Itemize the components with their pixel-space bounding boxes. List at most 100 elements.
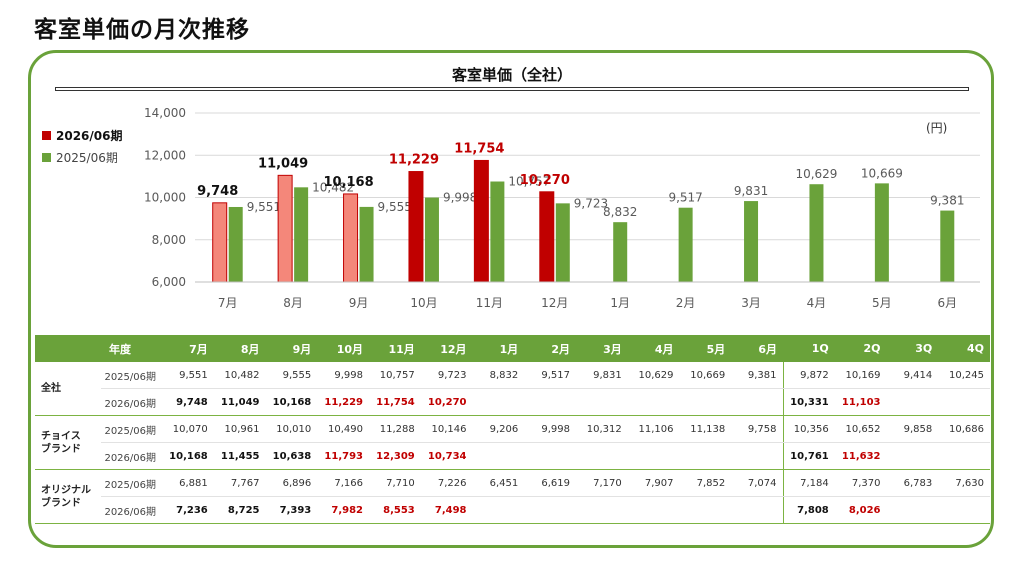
table-cell: 8,832 (472, 362, 525, 389)
table-cell: 9,858 (886, 415, 939, 443)
table-cell (679, 388, 732, 416)
table-cell: 11,632 (834, 442, 887, 470)
table-cell: 9,555 (265, 362, 318, 389)
table-cell: 10,652 (834, 415, 887, 443)
legend-swatch-icon (42, 130, 51, 140)
header-cell: 1月 (472, 335, 525, 362)
y-tick-label: 10,000 (144, 191, 186, 205)
table-cell: 7,767 (213, 469, 266, 497)
y-tick-label: 6,000 (152, 275, 186, 289)
title-underline (55, 87, 969, 91)
table-cell: 7,370 (834, 469, 887, 497)
table-cell (938, 442, 990, 470)
table-cell (886, 442, 939, 470)
table-cell: 11,103 (834, 388, 887, 416)
table-cell (576, 442, 628, 470)
table-cell: 7,498 (420, 496, 473, 524)
data-label-2025: 10,482 (312, 180, 354, 194)
data-label-2025: 9,551 (247, 200, 281, 214)
table-cell: 7,226 (420, 469, 473, 497)
data-label-2026: 10,270 (520, 173, 570, 188)
table-cell: 9,998 (317, 362, 369, 389)
table-cell: 11,106 (627, 415, 680, 443)
bar-2025 (744, 201, 759, 282)
x-tick-label: 12月 (541, 296, 568, 310)
table-cell (679, 496, 732, 524)
data-label-2025: 10,669 (861, 166, 903, 180)
table-cell (627, 496, 680, 524)
table-cell: 7,170 (576, 469, 628, 497)
legend-swatch-icon (42, 152, 51, 162)
table-row: 全社 2025/06期 9,551 10,482 9,555 9,998 10,757 9,7… (35, 362, 990, 416)
table-cell: 6,451 (472, 469, 525, 497)
table-cell: 12,309 (369, 442, 421, 470)
header-cell: 3Q (886, 335, 939, 362)
bar-2025 (424, 197, 439, 282)
data-label-2025: 9,517 (668, 191, 702, 205)
group-label: チョイス ブランド (35, 415, 101, 470)
x-tick-label: 1月 (610, 296, 630, 310)
bar-2025 (555, 203, 570, 282)
data-label-2025: 10,629 (795, 167, 837, 181)
table-cell: 6,881 (162, 469, 214, 497)
table-cell: 7,710 (369, 469, 421, 497)
x-tick-label: 8月 (283, 296, 303, 310)
data-label-2025: 9,723 (574, 196, 608, 210)
table-cell: 7,982 (317, 496, 369, 524)
table-cell: 10,169 (834, 362, 887, 389)
x-tick-label: 10月 (410, 296, 437, 310)
table-cell (886, 388, 939, 416)
table-cell: 6,896 (265, 469, 318, 497)
bar-2026 (343, 193, 359, 283)
bar-2026 (277, 174, 293, 283)
bar-2025 (874, 183, 889, 282)
table-cell: 11,049 (213, 388, 266, 416)
table-cell: 10,482 (213, 362, 266, 389)
header-cell: 5月 (679, 335, 732, 362)
header-cell: 8月 (213, 335, 266, 362)
table-cell: 7,852 (679, 469, 732, 497)
bar-2025 (359, 206, 374, 282)
data-label-2025: 9,555 (378, 200, 412, 214)
x-tick-label: 3月 (741, 296, 761, 310)
legend-item-previous: 2025/06期 (42, 146, 122, 168)
header-cell: 1Q (783, 335, 835, 362)
table-cell: 10,168 (162, 442, 214, 470)
table-cell: 7,074 (731, 469, 783, 497)
table-cell: 11,288 (369, 415, 421, 443)
data-label-2025: 10,757 (508, 175, 550, 189)
data-label-2026: 11,754 (454, 141, 504, 156)
header-cell: 10月 (317, 335, 369, 362)
table-cell: 9,758 (731, 415, 783, 443)
table-cell: 10,629 (627, 362, 680, 389)
table-cell: 10,168 (265, 388, 318, 416)
bar-2026 (539, 191, 555, 283)
table-cell (627, 442, 680, 470)
legend-item-current: 2026/06期 (42, 124, 122, 146)
table-cell: 9,872 (782, 362, 835, 389)
table-cell (627, 388, 680, 416)
table-cell (679, 442, 732, 470)
table-row: 2026/06期 10,168 11,455 10,638 11,793 12,309 10… (35, 442, 990, 470)
data-label-2026: 11,229 (389, 153, 439, 168)
table-cell: 10,356 (782, 415, 835, 443)
table-cell: 10,070 (162, 415, 214, 443)
data-label-2026: 9,748 (197, 184, 238, 199)
table-cell (938, 388, 990, 416)
table-cell: 11,229 (317, 388, 369, 416)
table-cell: 10,961 (213, 415, 266, 443)
table-cell: 7,808 (782, 496, 835, 524)
y-tick-label: 14,000 (144, 106, 186, 120)
table-row: オリジナル ブランド 2025/06期 6,881 7,767 6,896 7,166 7,7… (35, 469, 990, 524)
x-tick-label: 4月 (807, 296, 827, 310)
period-cell: 2025/06期 (101, 362, 162, 389)
table-cell: 10,312 (576, 415, 628, 443)
table-cell: 10,331 (782, 388, 835, 416)
table-cell: 7,184 (782, 469, 835, 497)
table-cell: 7,236 (162, 496, 214, 524)
x-tick-label: 2月 (676, 296, 696, 310)
x-tick-label: 6月 (937, 296, 957, 310)
table-cell: 7,393 (265, 496, 318, 524)
bar-2026 (212, 202, 228, 283)
data-label-2025: 9,998 (443, 191, 477, 205)
